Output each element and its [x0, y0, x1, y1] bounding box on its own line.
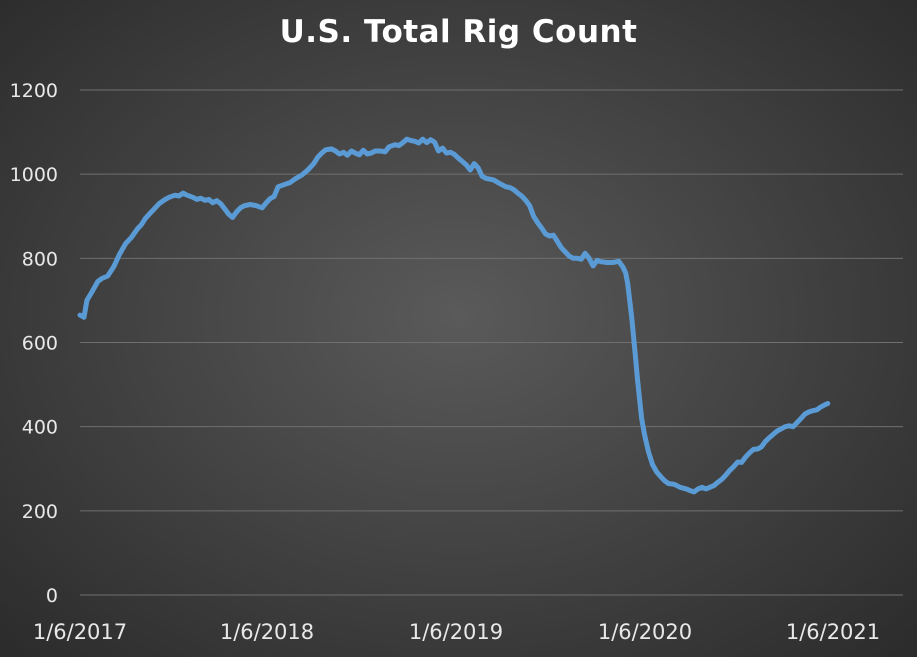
y-tick-labels: 0 200 400 600 800 1000 1200	[10, 80, 58, 607]
y-tick-label: 1200	[10, 80, 58, 102]
series-layer	[77, 136, 831, 495]
y-tick-label: 1000	[10, 164, 58, 186]
y-tick-label: 0	[46, 585, 58, 607]
series-line	[77, 136, 831, 495]
y-tick-label: 800	[22, 248, 58, 270]
x-tick-label: 1/6/2021	[786, 620, 880, 644]
x-tick-labels: 1/6/2017 1/6/2018 1/6/2019 1/6/2020 1/6/2021	[33, 620, 880, 644]
y-tick-label: 200	[22, 501, 58, 523]
y-tick-label: 600	[22, 333, 58, 355]
chart-title: U.S. Total Rig Count	[279, 14, 638, 50]
x-tick-label: 1/6/2019	[409, 620, 503, 644]
y-tick-label: 400	[22, 417, 58, 439]
x-tick-label: 1/6/2020	[598, 620, 692, 644]
x-tick-label: 1/6/2018	[220, 620, 314, 644]
gridlines	[80, 89, 903, 596]
x-tick-label: 1/6/2017	[33, 620, 127, 644]
